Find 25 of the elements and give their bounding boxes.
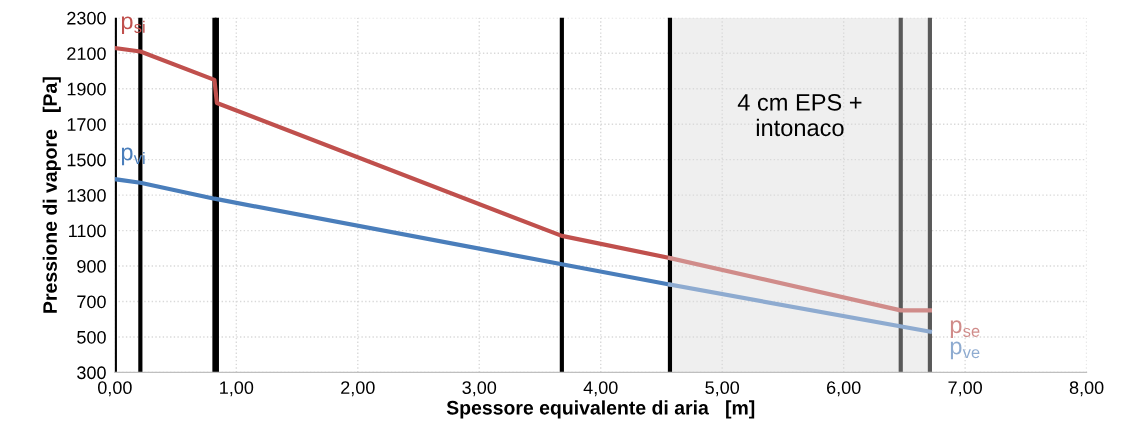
x-tick-label: 8,00 <box>1069 381 1104 397</box>
y-tick-label: 1300 <box>67 189 106 202</box>
x-tick-label: 7,00 <box>948 381 982 397</box>
x-tick-label: 6,00 <box>827 381 861 397</box>
y-tick-label: 2100 <box>67 47 106 61</box>
x-tick-label: 0,00 <box>97 381 132 397</box>
x-tick-label: 4,00 <box>583 381 618 397</box>
band-label: 4 cm EPS + intonaco <box>737 94 862 137</box>
x-tick-label: 1,00 <box>220 381 254 397</box>
y-tick-label: 1100 <box>69 224 106 238</box>
series-label: p$_{se}$ <box>950 320 980 338</box>
x-tick-label: 5,00 <box>705 381 740 397</box>
y-tick-label: 700 <box>77 295 106 309</box>
y-tick-label: 1500 <box>67 153 106 167</box>
y-tick-label: 500 <box>77 330 106 344</box>
y-tick-label: 1700 <box>67 118 106 131</box>
series-label: p$_{ve}$ <box>950 341 980 360</box>
y-tick-label: 300 <box>77 366 106 380</box>
x-tick-label: 2,00 <box>341 381 375 397</box>
y-tick-label: 900 <box>77 259 106 273</box>
y-tick-label: 2300 <box>67 11 106 25</box>
y-axis-title: Pressione di vapore [Pa] <box>42 77 61 313</box>
y-tick-label: 1900 <box>67 82 106 96</box>
x-axis-title: Spessore equivalente di aria [m] <box>446 400 755 419</box>
x-tick-label: 3,00 <box>462 381 497 397</box>
